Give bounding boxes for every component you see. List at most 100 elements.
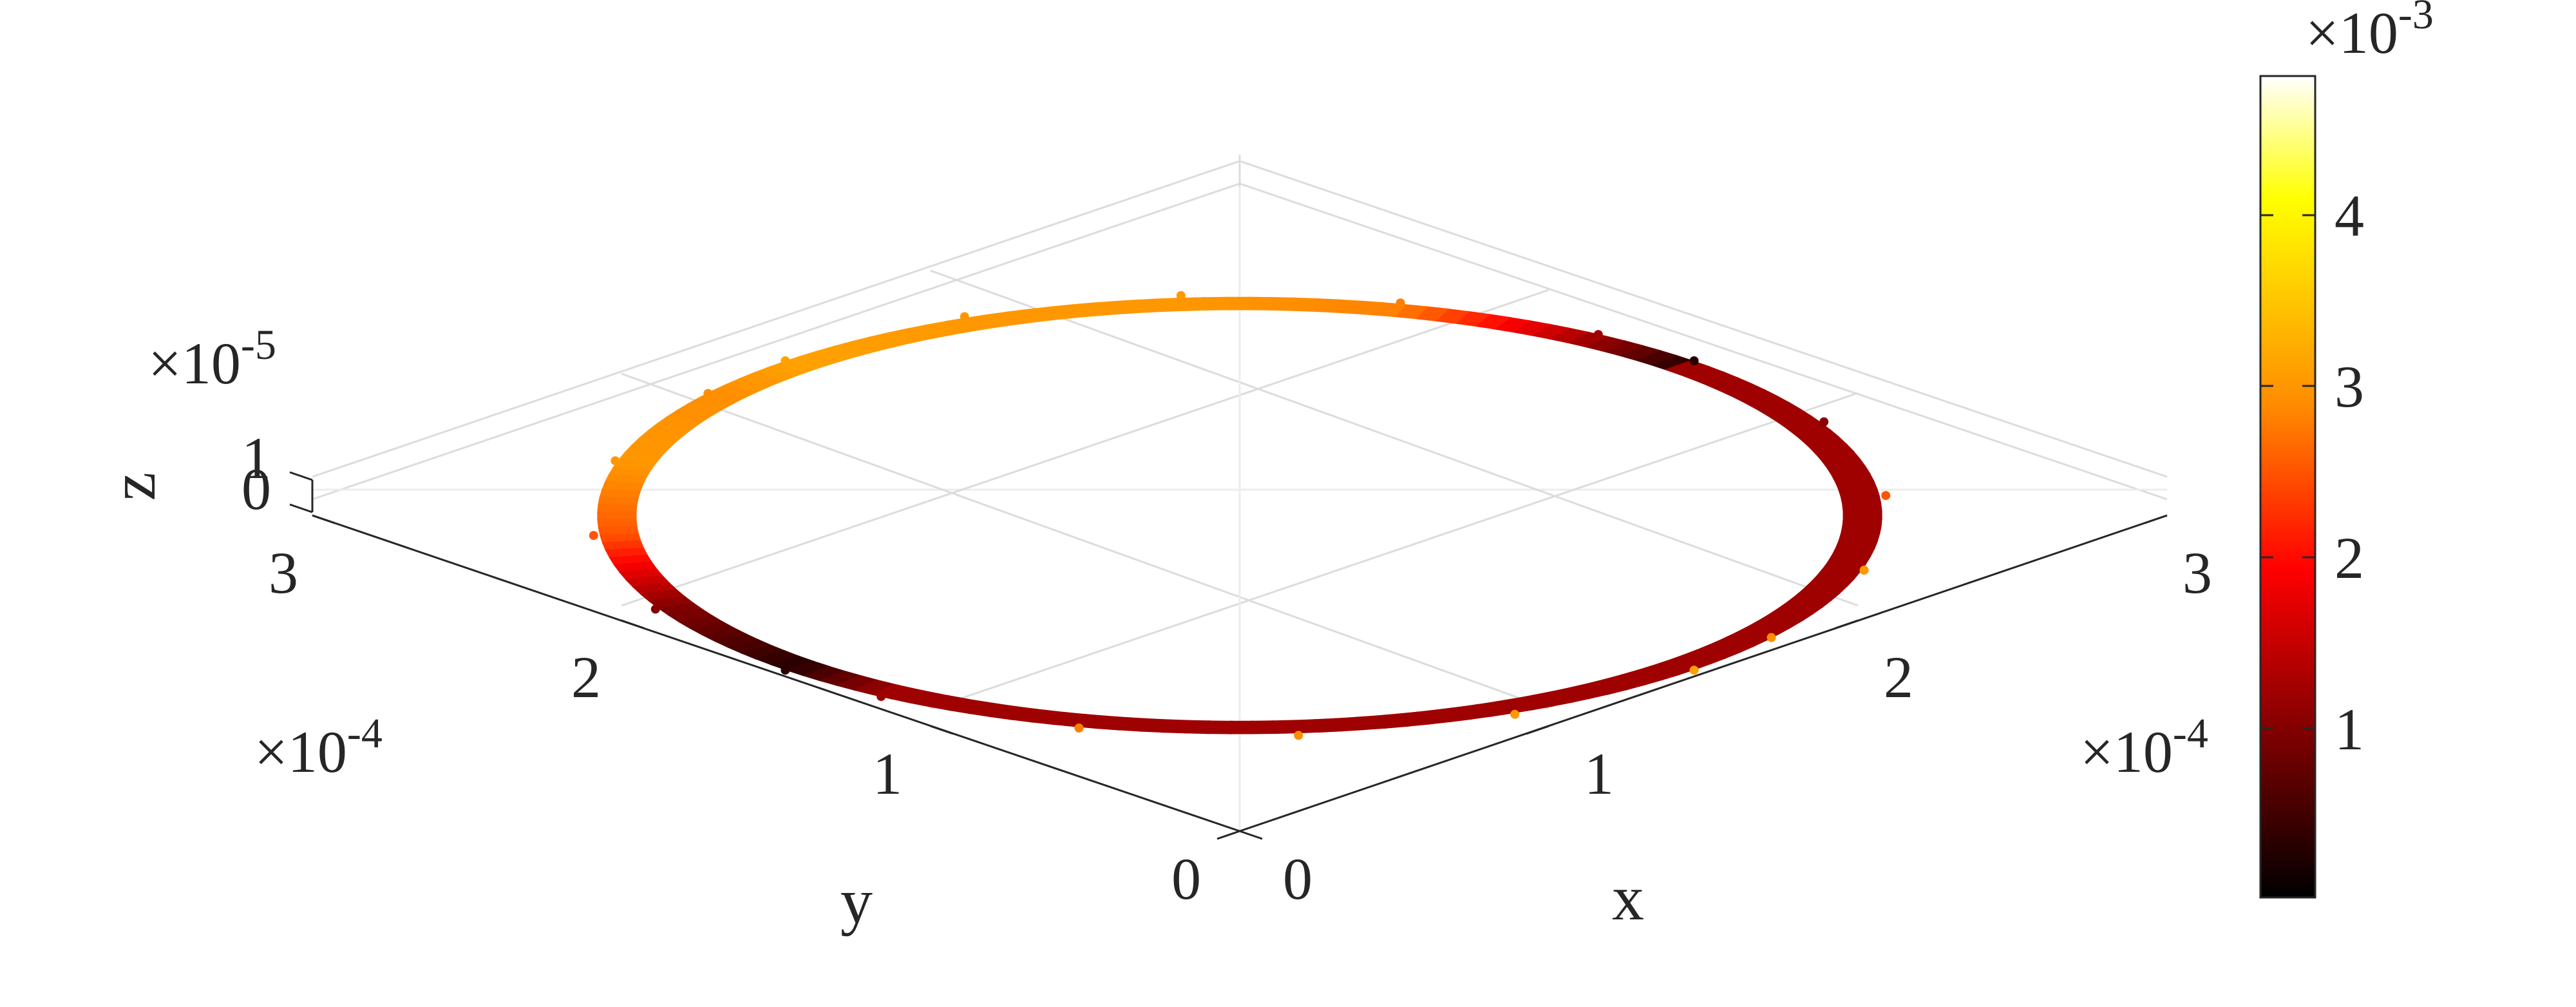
- ring-segment: [738, 372, 784, 387]
- ring-segment: [1678, 365, 1725, 381]
- ring-segment: [1583, 336, 1627, 352]
- ring-data-point: [589, 531, 598, 541]
- ring-segment: [687, 396, 734, 411]
- ring-segment: [1250, 720, 1277, 734]
- ring-segment: [1161, 719, 1191, 734]
- y-axis-line: [312, 514, 1240, 832]
- ring-segment: [945, 317, 985, 333]
- ring-segment: [767, 361, 813, 376]
- ring-segment: [740, 644, 787, 660]
- ring-segment: [701, 627, 748, 642]
- ring-segment: [1310, 298, 1341, 313]
- ring-segment: [1472, 313, 1511, 330]
- ring-segment: [989, 704, 1027, 720]
- ring-segment: [604, 474, 648, 484]
- ring-segment: [1663, 360, 1710, 376]
- ring-segment: [1510, 320, 1551, 336]
- ring-segment: [754, 650, 801, 666]
- ring-segment: [1777, 601, 1824, 615]
- ring-segment: [625, 575, 670, 588]
- ring-segment: [1139, 718, 1170, 733]
- ring-segment: [1247, 296, 1274, 311]
- x-tick-label: 1: [1584, 741, 1614, 807]
- ring-segment: [1835, 539, 1879, 550]
- ring-segment: [639, 589, 686, 602]
- ring-segment: [597, 504, 638, 513]
- y-tick-mark: [1239, 830, 1263, 840]
- grid-line: [1239, 182, 2168, 501]
- ring-segment: [782, 355, 829, 371]
- ring-segment: [1568, 683, 1611, 699]
- colorbar-tick-label: 1: [2334, 696, 2364, 762]
- ring-data-point: [1689, 666, 1699, 675]
- ring-data-point: [1859, 566, 1869, 575]
- ring-data-point: [1176, 291, 1186, 300]
- ring-segment: [1027, 306, 1064, 322]
- x-tick-label: 0: [1283, 846, 1312, 912]
- axis-lines: [311, 480, 2168, 832]
- ring-segment: [818, 670, 863, 686]
- ring-segment: [1649, 354, 1694, 370]
- ring-segment: [1842, 503, 1882, 512]
- ring-segment: [597, 519, 638, 528]
- y-tick-label: 0: [1171, 846, 1201, 912]
- ring-segment: [868, 332, 911, 348]
- ring-segment: [601, 481, 644, 492]
- ring-segment: [815, 345, 860, 361]
- ring-segment: [1228, 720, 1255, 734]
- x-tick-label: 3: [2183, 540, 2212, 606]
- ring-data-point: [1881, 491, 1891, 501]
- ring-segment: [1801, 436, 1848, 449]
- tick-marks: [289, 471, 2168, 840]
- ring-segment: [1453, 311, 1491, 327]
- y-tick-mark: [930, 725, 954, 735]
- y-tick-label: 3: [269, 540, 298, 606]
- ring-segment: [598, 526, 639, 536]
- ring-segment: [1158, 297, 1188, 312]
- ring-segment: [632, 582, 678, 595]
- ring-segment: [752, 366, 799, 382]
- ring-segment: [724, 378, 771, 393]
- ring-segment: [1651, 660, 1697, 676]
- ring-data-point: [781, 666, 790, 675]
- ring-segment: [726, 638, 773, 655]
- ring-segment: [1492, 316, 1531, 333]
- ring-segment: [1271, 720, 1300, 734]
- ring-segment: [1513, 695, 1555, 711]
- ring-segment: [833, 341, 877, 357]
- ring-segment: [928, 695, 969, 711]
- x-tick-mark: [2144, 514, 2168, 524]
- ring-segment: [1202, 296, 1229, 311]
- ring-segment: [711, 383, 758, 399]
- ring-data-point: [1074, 724, 1084, 733]
- ring-segment: [1532, 691, 1574, 707]
- ring-segment: [985, 311, 1024, 327]
- ring-segment: [1331, 299, 1363, 314]
- grid-line: [1239, 160, 2168, 478]
- colorbar-tick-label: 3: [2334, 354, 2364, 419]
- ring-segment: [1184, 720, 1211, 734]
- ring-data-point: [1294, 731, 1303, 740]
- colorbar-tick-label: 4: [2334, 183, 2364, 249]
- ring-segment: [656, 416, 703, 430]
- colorbar: 1 2 3 4 ×10-3: [2259, 0, 2434, 899]
- ring-segment: [1795, 588, 1841, 601]
- x-tick-mark: [1835, 619, 1859, 629]
- ring-segment: [1666, 655, 1712, 671]
- z-tick-label: 1: [242, 425, 271, 491]
- ring-segment: [1180, 297, 1208, 311]
- ring-segment: [1602, 674, 1647, 691]
- ring-segment: [1832, 546, 1875, 557]
- grid-line: [930, 269, 1859, 607]
- ring-segment: [1757, 614, 1804, 628]
- ring-data-point: [1819, 417, 1829, 427]
- ring-segment: [1755, 401, 1802, 416]
- colorbar-exponent: ×10-3: [2306, 0, 2434, 66]
- ring-data-point: [650, 604, 660, 614]
- ring-segment: [1006, 309, 1043, 325]
- z-axis-exponent: ×10-5: [148, 321, 276, 396]
- grid-line: [621, 289, 1549, 607]
- y-axis-label: y: [840, 865, 873, 937]
- ring-segment: [1840, 495, 1882, 505]
- ring-data-point: [1510, 709, 1520, 719]
